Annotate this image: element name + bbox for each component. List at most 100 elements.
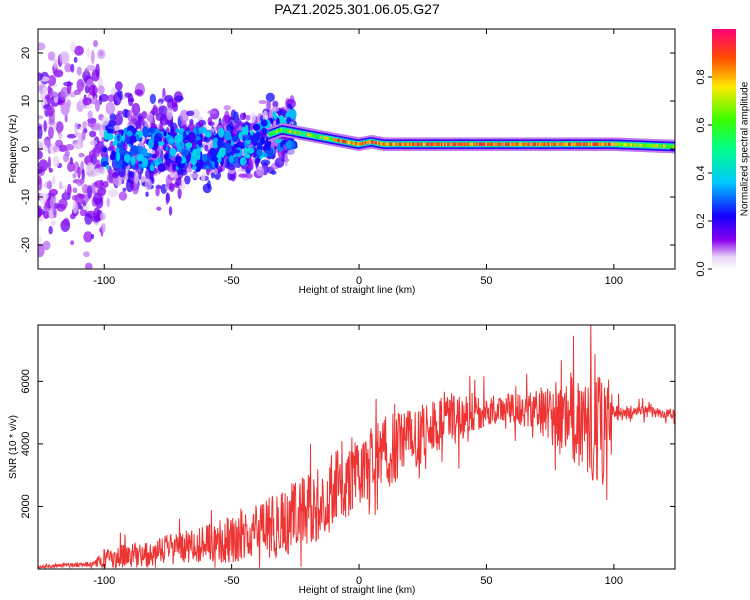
spectrogram-noise-cell [245,173,253,179]
spectrogram-noise-cell [90,50,95,64]
spectrogram-noise-cell [77,166,81,179]
spectrogram-core-cell [286,116,292,124]
spectrogram-noise-cell [87,185,93,199]
spectrogram-noise-cell [266,100,272,111]
spectrogram-noise-cell [96,49,106,60]
x-tick-label: 100 [605,275,623,287]
spectrogram-heatmap [38,39,675,269]
spectrogram-noise-cell [67,183,72,196]
spectrogram-noise-cell [83,231,93,243]
spectrogram-noise-cell [272,100,279,108]
spectrogram-noise-cell [92,192,103,205]
spectrogram-noise-cell [172,102,178,113]
spectrogram-noise-cell [107,94,116,102]
spectrogram-noise-cell [51,91,58,98]
spectrogram-noise-cell [91,69,100,82]
spectrogram-noise-cell [82,120,88,129]
x-tick-label: -100 [93,275,115,287]
spectrogram-core-cell [143,126,149,138]
spectrogram-x-ticks: -100 -50 0 50 100 [93,29,623,287]
spectrogram-noise-cell [76,78,85,92]
spectrogram-noise-cell [127,171,136,179]
spectrogram-noise-cell [52,145,58,153]
spectrogram-noise-cell [43,120,47,133]
snr-x-label: Height of straight line (km) [299,585,416,596]
x-tick-label: 50 [480,575,492,587]
spectrogram-noise-cell [131,114,140,122]
spectrogram-core-cell [170,125,175,135]
snr-frame [37,324,676,570]
spectrogram-noise-cell [48,167,54,173]
spectrogram-noise-cell [174,95,184,102]
spectrogram-x-label: Height of straight line (km) [299,285,416,296]
spectrogram-noise-cell [268,109,274,119]
spectrogram-noise-cell [79,209,88,217]
spectrogram-noise-cell [91,215,102,223]
spectrogram-noise-cell [141,111,148,119]
spectrogram-core-cell [111,150,116,157]
spectrogram-noise-cell [81,183,89,194]
spectrogram-noise-cell [38,150,43,160]
spectrogram-core-cell [242,158,247,165]
spectrogram-noise-cell [76,66,82,76]
spectrogram-core-cell [175,134,182,139]
spectrogram-ridge-cell [673,144,675,149]
spectrogram-noise-cell [81,168,85,181]
spectrogram-core-cell [225,143,232,154]
spectrogram-noise-cell [145,191,149,197]
spectrogram-noise-cell [47,126,54,140]
spectrogram-noise-cell [38,72,44,81]
spectrogram-noise-cell [38,159,49,172]
spectrogram-noise-cell [201,172,206,182]
spectrogram-core-cell [182,130,187,139]
spectrogram-core-cell [130,134,134,146]
spectrogram-noise-cell [284,152,289,167]
spectrogram-noise-cell [245,114,251,121]
snr-y-ticks: 2000 4000 6000 [20,369,675,519]
spectrogram-noise-cell [102,180,109,188]
spectrogram-noise-cell [239,112,247,121]
spectrogram-noise-cell [92,146,101,157]
spectrogram-noise-cell [177,187,182,200]
spectrogram-core-cell [211,156,218,163]
x-tick-label: -50 [224,275,240,287]
spectrogram-noise-cell [46,180,53,190]
spectrogram-core-cell [185,142,193,149]
spectrogram-core-cell [242,136,246,142]
spectrogram-core-cell [175,155,182,164]
y-tick-label: 4000 [20,432,32,456]
x-tick-label: -50 [224,575,240,587]
colorbar-ticks: 0.0 0.2 0.4 0.6 0.8 [695,69,712,277]
spectrogram-noise-cell [149,93,156,104]
x-tick-label: 0 [356,275,362,287]
spectrogram-core-cell [168,138,175,144]
x-tick-label: 50 [480,275,492,287]
spectrogram-core-cell [116,151,121,162]
spectrogram-core-cell [149,164,155,172]
spectrogram-noise-cell [202,183,212,194]
spectrogram-noise-cell [134,171,139,184]
spectrogram-core-cell [278,114,285,125]
y-tick-label: -20 [20,237,32,253]
spectrogram-core-cell [105,164,110,170]
colorbar-tick-label: 0.0 [695,261,707,276]
spectrogram-noise-cell [47,84,52,95]
spectrogram-noise-cell [98,167,106,175]
spectrogram-core-cell [274,138,282,144]
spectrogram-core-cell [154,134,161,143]
spectrogram-noise-cell [72,201,78,214]
spectrogram-noise-cell [97,76,103,88]
colorbar-tick-label: 0.2 [695,213,707,228]
spectrogram-core-cell [198,126,207,134]
spectrogram-core-cell [106,133,114,141]
spectrogram-noise-cell [152,104,158,114]
spectrogram-noise-cell [66,133,77,139]
spectrogram-core-cell [163,153,169,160]
spectrogram-noise-cell [83,195,89,203]
spectrogram-core-cell [204,130,212,138]
spectrogram-core-cell [212,141,218,149]
spectrogram-noise-cell [248,157,253,164]
spectrogram-noise-cell [38,236,43,243]
spectrogram-core-cell [188,131,196,143]
